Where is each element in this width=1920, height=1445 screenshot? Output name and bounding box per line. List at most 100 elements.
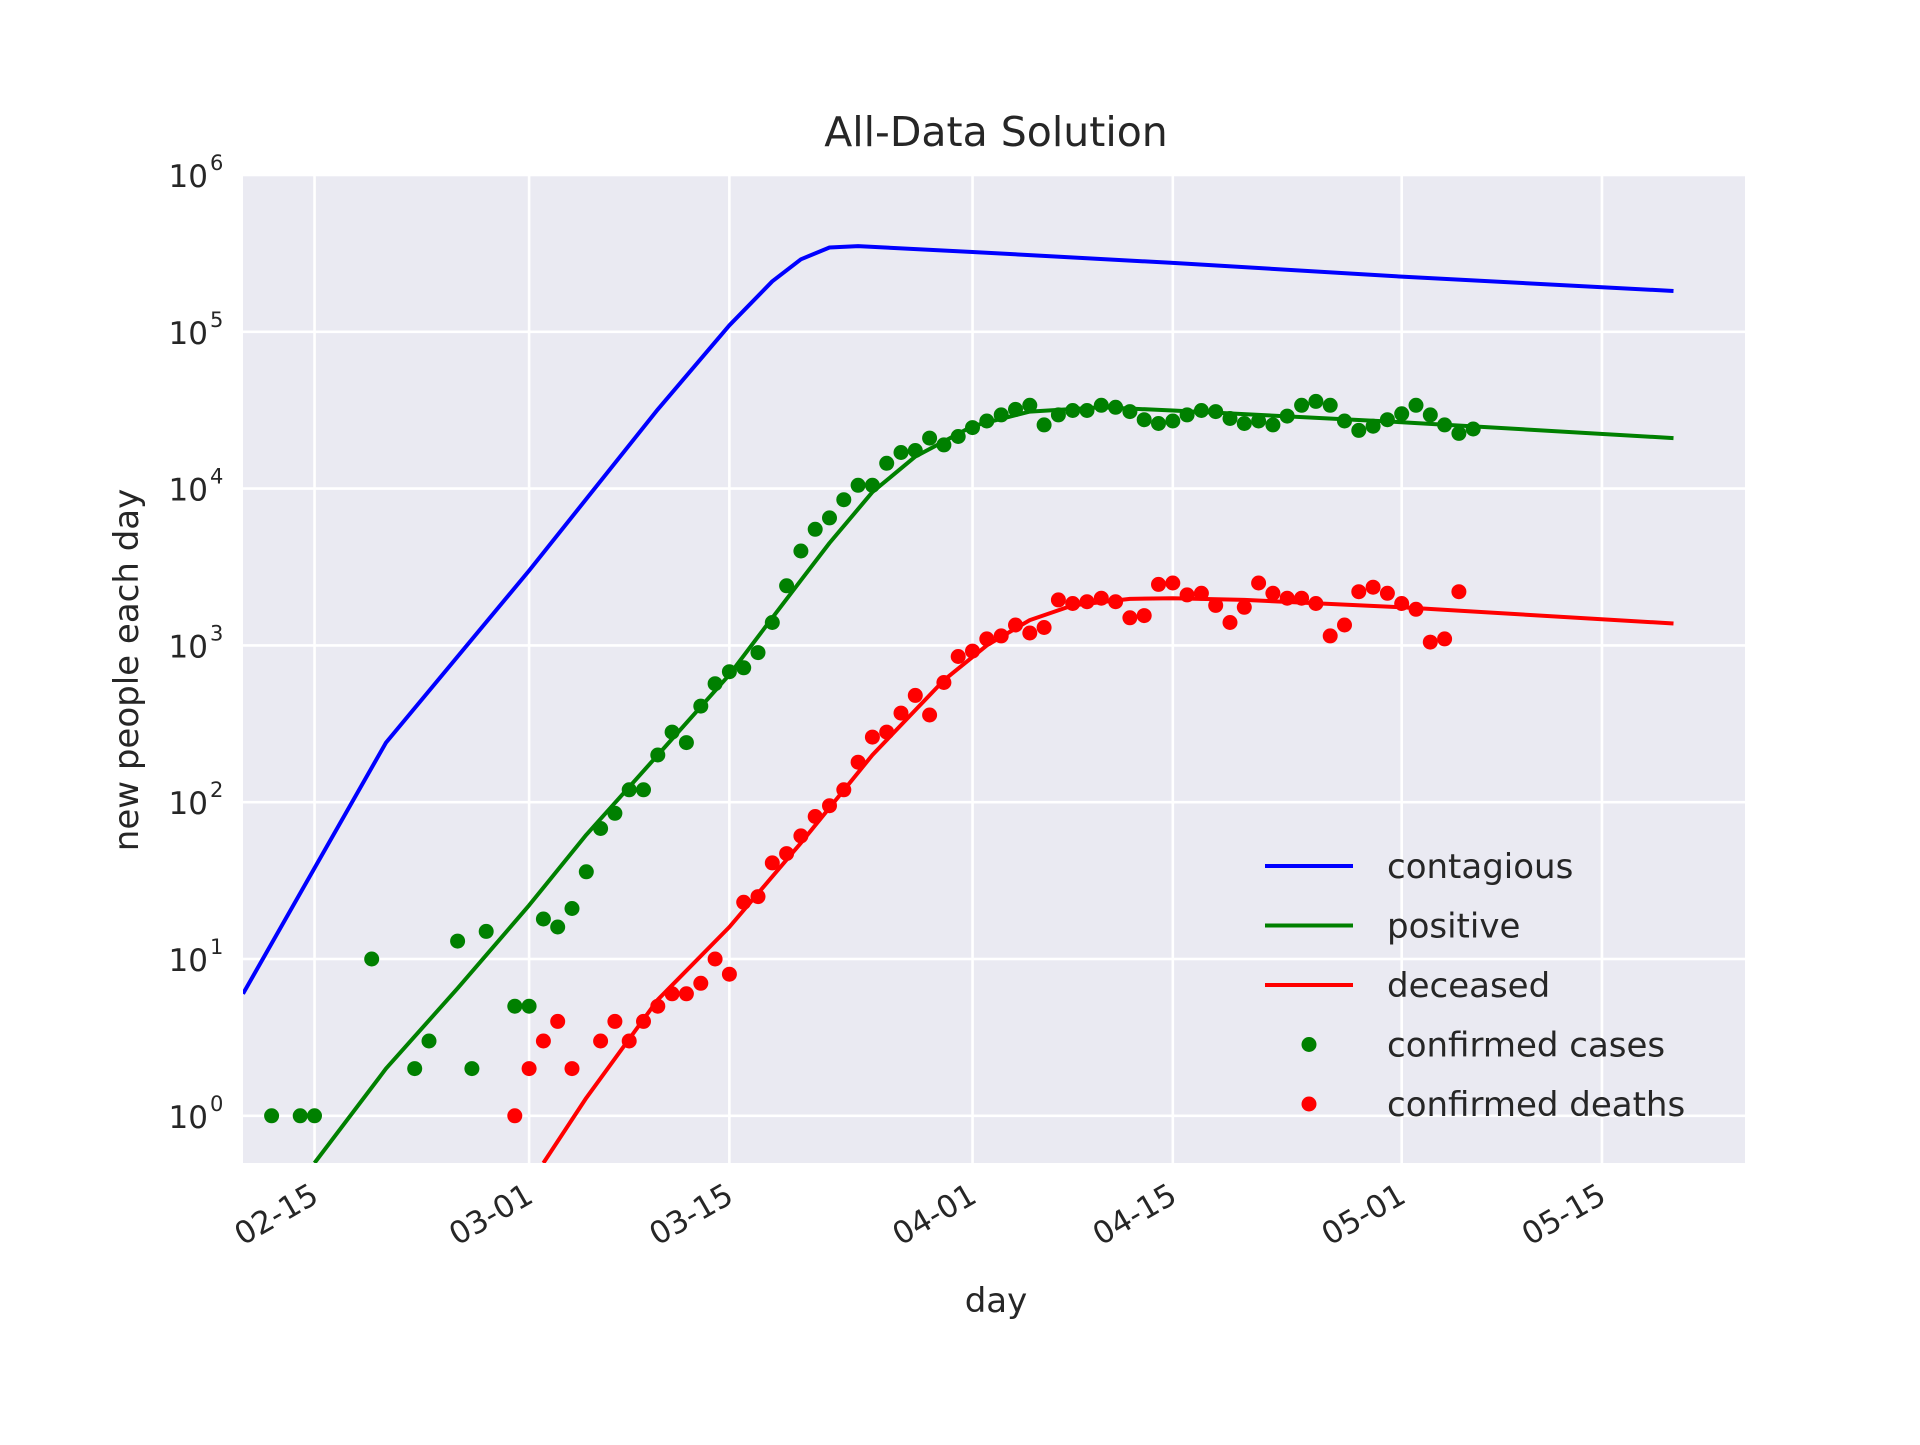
confirmed-cases-point [1079, 403, 1095, 418]
x-tick-label: 02-15 [229, 1177, 325, 1253]
legend: contagious positive deceased confirmed case… [1265, 847, 1685, 1125]
confirmed-cases-point [1337, 413, 1352, 429]
confirmed-cases-point [1136, 412, 1152, 428]
confirmed-cases-point [450, 933, 466, 949]
y-tick-label: 10 [169, 316, 208, 352]
confirmed-deaths-point [1351, 584, 1367, 600]
confirmed-cases-point [1165, 413, 1181, 429]
confirmed-cases-point [1122, 404, 1138, 420]
confirmed-deaths-point [707, 951, 723, 967]
confirmed-cases-point [1036, 417, 1052, 433]
confirmed-cases-point [550, 919, 566, 935]
confirmed-deaths-point [1437, 631, 1453, 647]
x-tick-label: 03-15 [643, 1177, 739, 1253]
confirmed-deaths-point [793, 828, 809, 844]
confirmed-cases-point [507, 998, 523, 1014]
confirmed-deaths-point [1222, 615, 1238, 630]
confirmed-cases-point [707, 676, 723, 692]
confirmed-deaths-point [1451, 584, 1467, 600]
confirmed-deaths-point [922, 707, 938, 723]
confirmed-cases-point [1379, 412, 1395, 428]
confirmed-cases-point [564, 901, 580, 916]
confirmed-deaths-point [1136, 608, 1152, 624]
confirmed-cases-point [779, 578, 795, 594]
contagious-line [243, 244, 1674, 995]
confirmed-cases-point [621, 782, 637, 798]
confirmed-deaths-point [1079, 594, 1095, 610]
legend-deceased-label: deceased [1387, 966, 1550, 1006]
y-tick-exponent: 1 [210, 935, 223, 959]
confirmed-deaths-point [1036, 620, 1052, 635]
confirmed-deaths-point [678, 986, 694, 1002]
confirmed-cases-point [764, 615, 780, 630]
confirmed-deaths-point [950, 649, 966, 664]
confirmed-cases-point [1408, 397, 1424, 413]
confirmed-deaths-point [664, 986, 680, 1002]
x-tick-label: 04-15 [1087, 1177, 1183, 1253]
confirmed-cases-point [1422, 407, 1438, 423]
confirmed-deaths-point [1251, 575, 1267, 591]
confirmed-deaths-point [1294, 590, 1310, 606]
confirmed-deaths-point [879, 724, 895, 740]
confirmed-cases-point [1294, 397, 1310, 413]
confirmed-deaths-point [822, 798, 837, 814]
y-tick-exponent: 4 [210, 465, 223, 489]
confirmed-deaths-point [764, 855, 780, 871]
confirmed-deaths-point [1337, 617, 1352, 633]
y-tick-label: 10 [169, 786, 208, 822]
x-axis-label: day [965, 1281, 1028, 1321]
confirmed-deaths-point [893, 705, 909, 721]
confirmed-deaths-point [1308, 596, 1324, 611]
confirmed-cases-point [950, 429, 966, 444]
confirmed-cases-point [1351, 422, 1367, 438]
confirmed-deaths-point [1322, 628, 1338, 644]
confirmed-cases-point [1222, 411, 1238, 426]
y-tick-label: 10 [169, 629, 208, 665]
confirmed-deaths-point [1093, 590, 1109, 606]
confirmed-deaths-point [1365, 579, 1381, 595]
y-tick-exponent: 2 [210, 778, 223, 802]
confirmed-cases-point [307, 1108, 322, 1124]
confirmed-deaths-point [621, 1033, 637, 1049]
confirmed-cases-point [478, 923, 494, 939]
confirmed-cases-point [879, 455, 895, 471]
confirmed-deaths-point [1065, 596, 1081, 611]
confirmed-cases-point [993, 407, 1009, 423]
confirmed-deaths-point [636, 1013, 651, 1029]
confirmed-cases-point [750, 645, 766, 661]
confirmed-deaths-point [1379, 585, 1395, 601]
confirmed-cases-point [421, 1033, 437, 1049]
confirmed-cases-point [850, 477, 866, 493]
confirmed-deaths-point [750, 889, 766, 905]
confirmed-cases-point [1065, 403, 1081, 418]
confirmed-cases-point [1251, 413, 1267, 429]
confirmed-cases-point [1151, 416, 1166, 431]
x-tick-label: 04-01 [887, 1177, 983, 1253]
confirmed-deaths-point [779, 846, 795, 862]
confirmed-deaths-point [1179, 587, 1195, 603]
y-tick-label: 10 [169, 1100, 208, 1136]
confirmed-cases-point [1322, 397, 1338, 413]
confirmed-deaths-point [564, 1061, 580, 1077]
confirmed-deaths-point [1122, 610, 1138, 626]
confirmed-cases-point [736, 660, 752, 676]
confirmed-cases-point [1365, 418, 1381, 434]
confirmed-cases-point [364, 951, 380, 967]
confirmed-deaths-point [1208, 597, 1224, 613]
confirmed-deaths-point [1151, 576, 1166, 592]
confirmed-deaths-point [1008, 617, 1023, 633]
confirmed-deaths-point [535, 1033, 551, 1049]
legend-confirmed-cases-swatch [1301, 1037, 1317, 1052]
confirmed-cases-point [936, 437, 952, 453]
confirmed-deaths-point [721, 966, 737, 982]
x-tick-label: 05-01 [1316, 1177, 1412, 1253]
confirmed-cases-point [535, 911, 551, 927]
confirmed-cases-point [1050, 407, 1066, 423]
y-tick-exponent: 5 [210, 308, 223, 332]
confirmed-cases-point [1193, 403, 1209, 418]
confirmed-deaths-point [965, 643, 980, 659]
confirmed-deaths-point [1265, 585, 1281, 601]
y-tick-label: 10 [169, 943, 208, 979]
